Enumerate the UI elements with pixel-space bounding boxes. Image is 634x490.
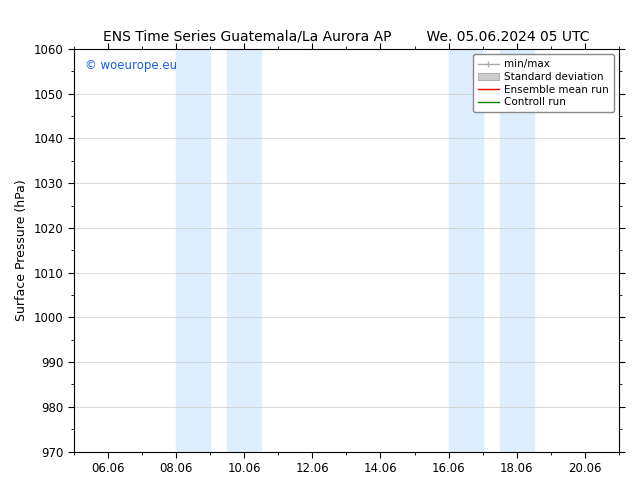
Y-axis label: Surface Pressure (hPa): Surface Pressure (hPa): [15, 179, 28, 321]
Bar: [500, 49, 534, 452]
Text: © woeurope.eu: © woeurope.eu: [84, 59, 177, 72]
Bar: [449, 49, 482, 452]
Bar: [176, 49, 210, 452]
Title: ENS Time Series Guatemala/La Aurora AP        We. 05.06.2024 05 UTC: ENS Time Series Guatemala/La Aurora AP W…: [103, 30, 590, 44]
Legend: min/max, Standard deviation, Ensemble mean run, Controll run: min/max, Standard deviation, Ensemble me…: [472, 54, 614, 113]
Bar: [227, 49, 261, 452]
